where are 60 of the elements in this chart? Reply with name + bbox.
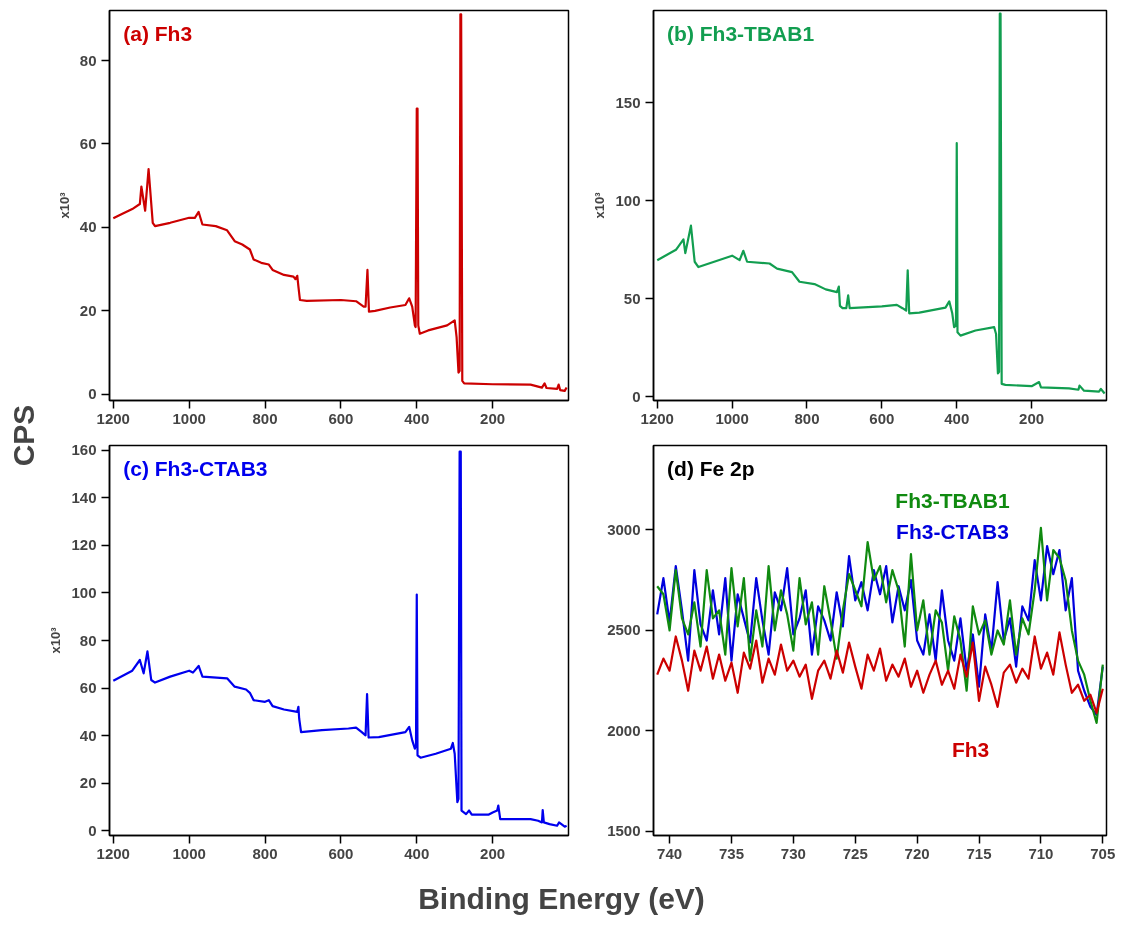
- y-tick-label: 60: [79, 679, 97, 697]
- x-tick-label: 600: [328, 844, 354, 862]
- x-tick-label: 735: [718, 844, 744, 862]
- y-tick-label: 20: [79, 774, 97, 792]
- series-label: Fh3-CTAB3: [896, 519, 1009, 543]
- x-tick-label: 600: [328, 409, 354, 427]
- y-axis-title: x10³: [592, 191, 608, 219]
- y-tick-label: 80: [79, 631, 97, 649]
- x-tick-label: 1200: [96, 409, 130, 427]
- series-label: Fh3: [951, 738, 990, 762]
- x-tick-label: 800: [252, 844, 278, 862]
- y-tick-label: 40: [79, 218, 97, 236]
- text: (a) Fh3: [123, 22, 193, 46]
- y-tick-label: 1500: [607, 822, 641, 840]
- x-tick-label: 200: [480, 844, 506, 862]
- x-tick-label: 200: [480, 409, 506, 427]
- x-tick-label: 725: [842, 844, 868, 862]
- y-tick-label: 0: [88, 385, 97, 403]
- x-tick-label: 200: [1019, 409, 1045, 427]
- text: (d) Fe 2p: [667, 457, 755, 481]
- x-tick-label: 400: [404, 844, 430, 862]
- y-tick-label: 100: [71, 583, 97, 601]
- x-tick-label: 1200: [640, 409, 674, 427]
- y-tick-label: 140: [71, 488, 97, 506]
- x-tick-label: 1000: [172, 844, 206, 862]
- x-tick-label: 800: [252, 409, 278, 427]
- x-tick-label: 720: [904, 844, 930, 862]
- text: (c) Fh3-CTAB3: [123, 457, 268, 481]
- x-tick-label: 715: [966, 844, 992, 862]
- y-tick-label: 20: [79, 301, 97, 319]
- x-tick-label: 740: [657, 844, 683, 862]
- x-tick-label: 705: [1090, 844, 1116, 862]
- x-tick-label: 1000: [172, 409, 206, 427]
- y-tick-label: 0: [632, 387, 641, 405]
- text: (b) Fh3-TBAB1: [667, 22, 815, 46]
- x-tick-label: 800: [794, 409, 820, 427]
- x-tick-label: 1000: [715, 409, 749, 427]
- x-tick-label: 400: [944, 409, 970, 427]
- text: Binding Energy (eV): [418, 882, 705, 915]
- x-tick-label: 710: [1028, 844, 1054, 862]
- x-tick-label: 400: [404, 409, 430, 427]
- x-tick-label: 730: [780, 844, 806, 862]
- y-tick-label: 150: [615, 93, 641, 111]
- y-tick-label: 3000: [607, 520, 641, 538]
- y-tick-label: 120: [71, 536, 97, 554]
- y-tick-label: 80: [79, 51, 97, 69]
- x-tick-label: 1200: [96, 844, 130, 862]
- y-tick-label: 40: [79, 726, 97, 744]
- y-tick-label: 60: [79, 134, 97, 152]
- y-tick-label: 50: [623, 289, 641, 307]
- series-label: Fh3-TBAB1: [895, 488, 1010, 512]
- y-axis-title: x10³: [48, 626, 64, 654]
- y-tick-label: 2500: [607, 621, 641, 639]
- y-tick-label: 100: [615, 191, 641, 209]
- y-axis-title: x10³: [56, 191, 72, 219]
- y-tick-label: 160: [71, 441, 97, 459]
- y-tick-label: 0: [88, 821, 97, 839]
- x-tick-label: 600: [869, 409, 895, 427]
- y-tick-label: 2000: [607, 721, 641, 739]
- text: CPS: [6, 404, 40, 467]
